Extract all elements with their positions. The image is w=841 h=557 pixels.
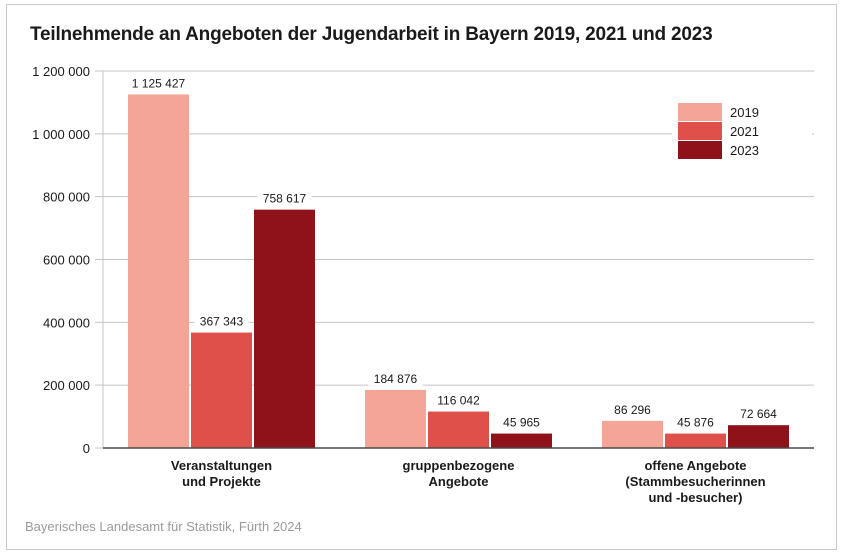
x-category-label: offene Angebote xyxy=(644,458,746,473)
y-tick-label: 600 000 xyxy=(43,253,90,268)
y-tick-label: 0 xyxy=(83,441,90,456)
legend-label: 2023 xyxy=(730,143,759,158)
data-label-bg xyxy=(124,75,193,92)
data-label: 758 617 xyxy=(263,192,307,206)
legend-swatch xyxy=(678,141,722,159)
legend-label: 2019 xyxy=(730,105,759,120)
data-label: 86 296 xyxy=(614,403,651,417)
bar xyxy=(602,420,663,448)
data-label-bg xyxy=(497,414,546,431)
bar xyxy=(728,425,789,448)
source-note: Bayerisches Landesamt für Statistik, Für… xyxy=(25,519,302,534)
legend: 2019 2021 2023 xyxy=(672,99,812,159)
x-category-label: (Stammbesucherinnen xyxy=(625,474,765,489)
y-tick-label: 1 000 000 xyxy=(32,127,90,142)
data-labels: 1 125 427 184 876 86 296 367 343 116 042 45 8… xyxy=(124,75,783,431)
bar xyxy=(665,433,726,448)
data-label: 45 876 xyxy=(677,416,714,430)
bar xyxy=(428,411,489,448)
bar xyxy=(191,332,252,448)
data-label-bg xyxy=(734,406,783,423)
data-label-bg xyxy=(431,392,486,409)
data-label: 367 343 xyxy=(200,315,244,329)
bar xyxy=(491,433,552,448)
x-category-label: gruppenbezogene xyxy=(403,458,515,473)
x-category-label: und -besucher) xyxy=(649,490,743,505)
data-label-bg xyxy=(608,401,657,418)
bars xyxy=(128,94,789,449)
data-label: 184 876 xyxy=(374,372,418,386)
legend-swatch xyxy=(678,122,722,140)
data-label-bg xyxy=(368,370,423,387)
bar xyxy=(365,389,426,448)
x-category-label: Veranstaltungen xyxy=(171,458,272,473)
y-tick-label: 1 200 000 xyxy=(32,64,90,79)
data-label: 1 125 427 xyxy=(132,76,186,90)
data-label: 45 965 xyxy=(503,416,540,430)
bar xyxy=(254,209,315,448)
data-label-bg xyxy=(194,313,249,330)
data-label-bg xyxy=(671,414,720,431)
x-category-label: und Projekte xyxy=(182,474,261,489)
data-label-bg xyxy=(257,190,312,207)
legend-label: 2021 xyxy=(730,124,759,139)
axes: 0 200 000 400 000 600 000 800 000 1 000 000 1 … xyxy=(32,64,814,505)
bar xyxy=(128,94,189,449)
y-tick-label: 400 000 xyxy=(43,315,90,330)
chart-title: Teilnehmende an Angeboten der Jugendarbe… xyxy=(30,24,713,45)
data-label: 116 042 xyxy=(437,394,480,408)
y-tick-label: 800 000 xyxy=(43,190,90,205)
y-tick-label: 200 000 xyxy=(43,378,90,393)
data-label: 72 664 xyxy=(740,407,777,421)
legend-swatch xyxy=(678,103,722,121)
x-category-label: Angebote xyxy=(429,474,489,489)
